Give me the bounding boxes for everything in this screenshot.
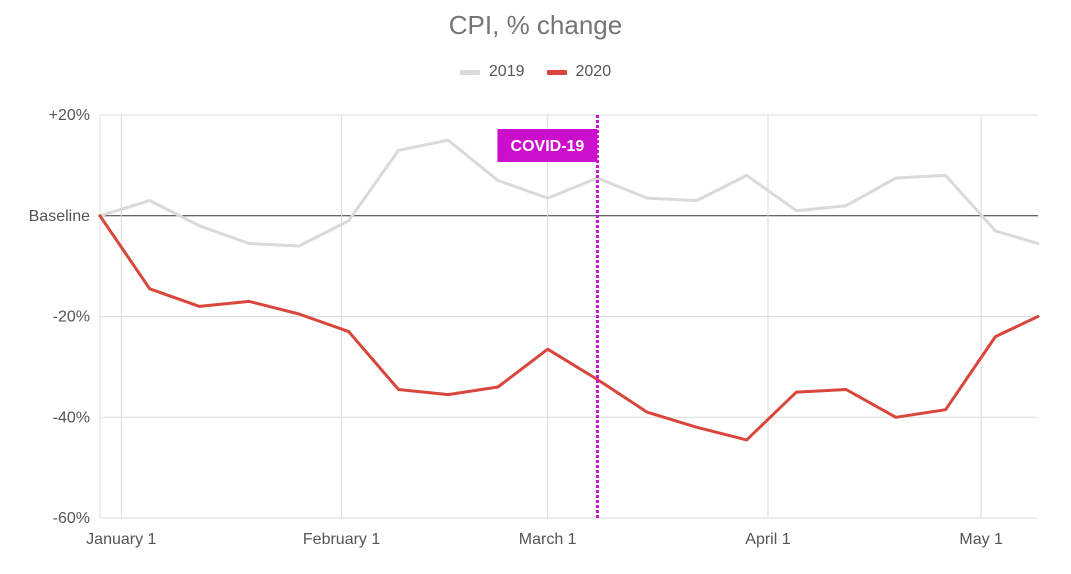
chart-title: CPI, % change	[448, 10, 623, 40]
legend: 2019 2020	[0, 63, 1071, 81]
legend-label-2019: 2019	[488, 63, 525, 80]
y-tick-label: -60%	[53, 510, 90, 527]
series-line-2019	[98, 138, 1040, 248]
legend-swatch-2019	[459, 69, 480, 75]
y-tick-label: Baseline	[29, 208, 90, 225]
y-tick-label: -20%	[53, 309, 90, 326]
legend-label-2020: 2020	[575, 63, 612, 80]
x-tick-label: March 1	[519, 531, 577, 548]
legend-item-2020: 2020	[546, 63, 612, 81]
annotation-label: COVID-19	[511, 138, 585, 155]
annotation-box	[497, 129, 598, 162]
y-tick-label: +20%	[49, 107, 90, 124]
legend-item-2019: 2019	[459, 63, 525, 81]
series-line-2020	[98, 214, 1040, 442]
x-tick-label: April 1	[745, 531, 790, 548]
x-tick-label: January 1	[86, 531, 156, 548]
y-tick-label: -40%	[53, 409, 90, 426]
legend-swatch-2020	[546, 69, 567, 75]
x-tick-label: February 1	[303, 531, 380, 548]
x-tick-label: May 1	[959, 531, 1003, 548]
